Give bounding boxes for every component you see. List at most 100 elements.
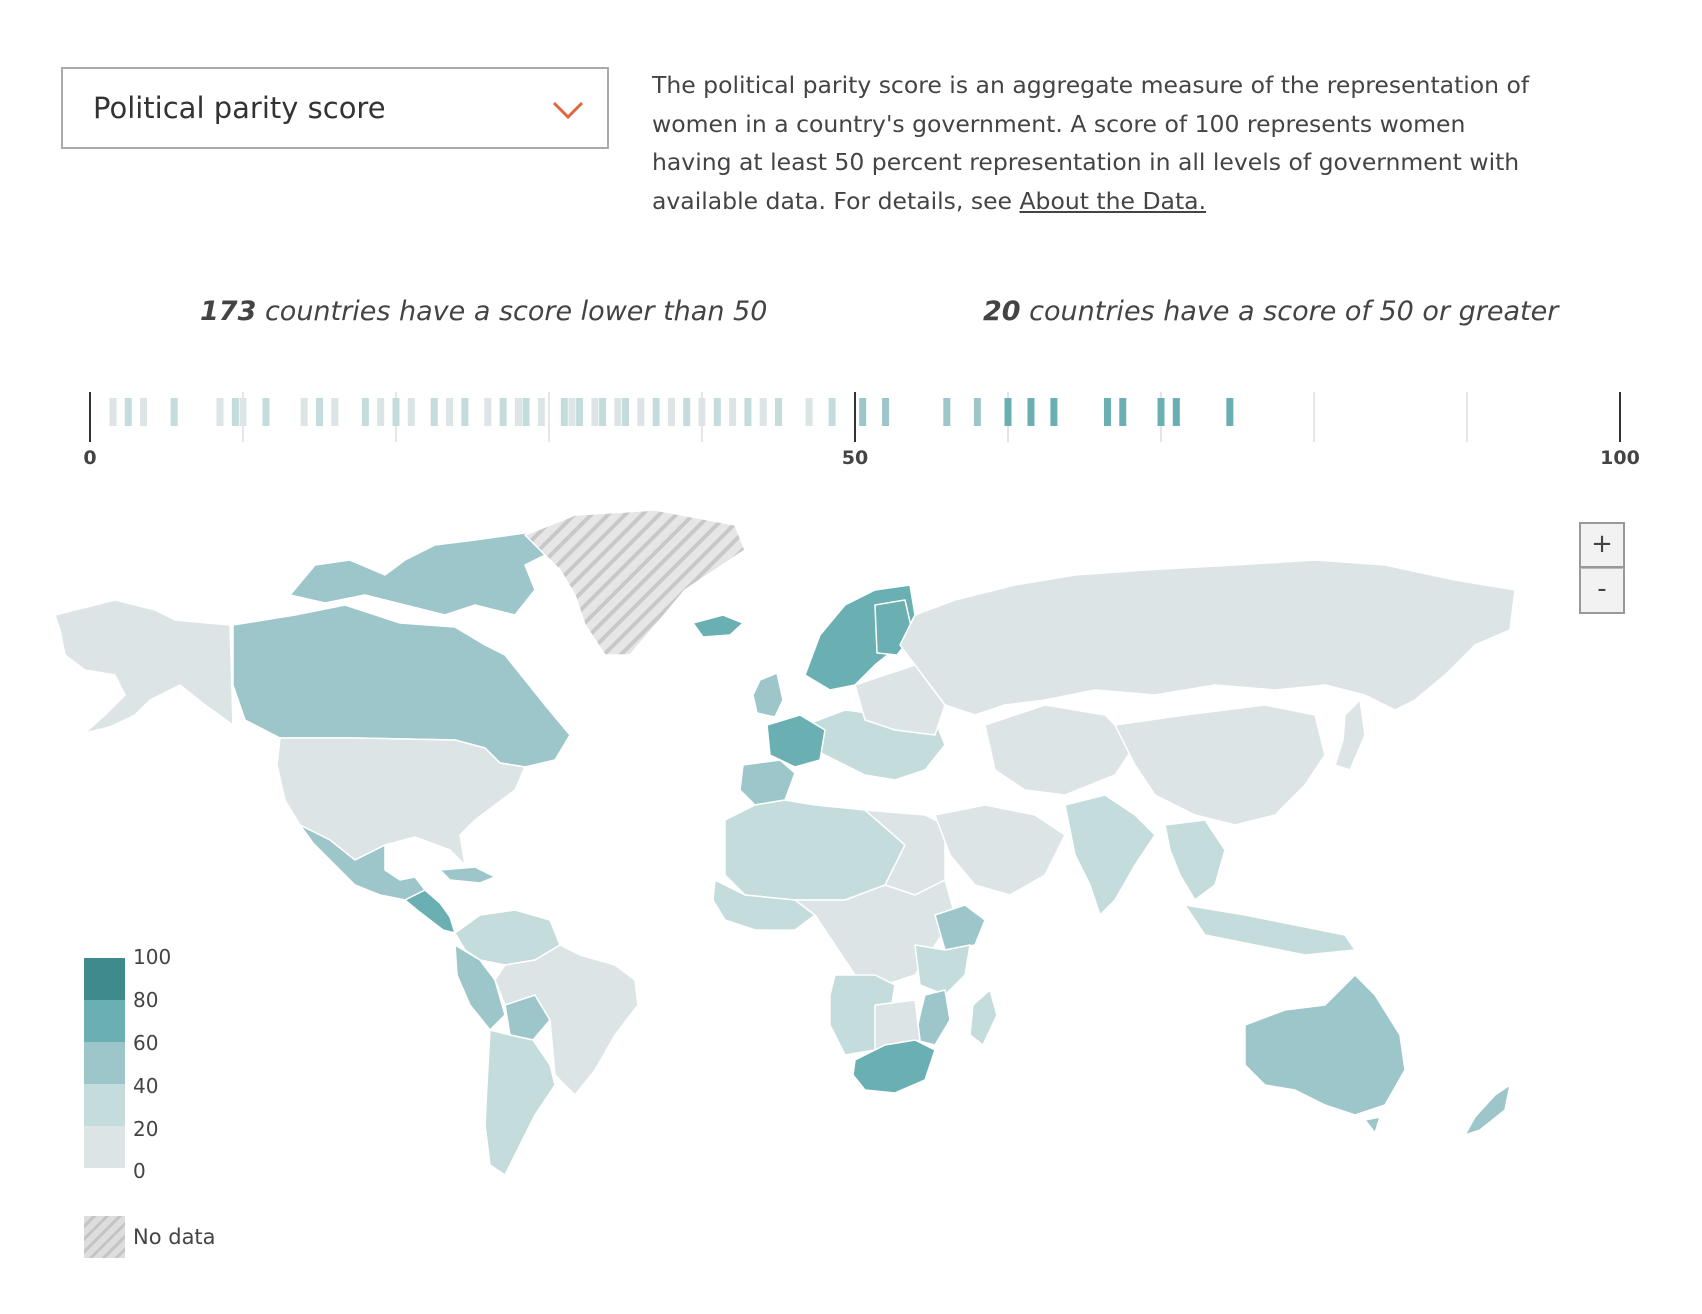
- score-mark: [882, 398, 890, 426]
- score-mark: [744, 398, 752, 426]
- summary-50-or-greater: 20 countries have a score of 50 or great…: [983, 296, 1558, 327]
- zoom-out-button[interactable]: -: [1579, 568, 1625, 614]
- country-uk-ireland[interactable]: [752, 672, 784, 718]
- count-below-50: 173: [200, 296, 257, 327]
- score-mark: [599, 398, 607, 426]
- country-tasmania[interactable]: [1364, 1116, 1381, 1134]
- country-southeast-asia[interactable]: [1164, 819, 1226, 901]
- chevron-down-icon: [552, 101, 584, 120]
- count-50-or-greater: 20: [983, 296, 1021, 327]
- country-brazil[interactable]: [494, 944, 639, 1096]
- score-mark: [231, 398, 239, 426]
- score-mark: [943, 398, 951, 426]
- score-mark: [537, 398, 545, 426]
- score-mark: [973, 398, 981, 426]
- country-japan[interactable]: [1334, 699, 1366, 771]
- score-mark: [331, 398, 339, 426]
- country-india[interactable]: [1064, 794, 1156, 916]
- score-mark: [1226, 398, 1234, 426]
- country-china[interactable]: [1114, 704, 1326, 826]
- summary-50-or-greater-text: countries have a score of 50 or greater: [1020, 296, 1559, 327]
- country-new-zealand[interactable]: [1464, 1084, 1511, 1136]
- score-mark: [775, 398, 782, 426]
- score-mark: [514, 398, 522, 426]
- score-mark: [1172, 398, 1180, 426]
- country-caribbean[interactable]: [439, 866, 496, 884]
- legend-swatch-40-60: [84, 1042, 125, 1084]
- score-mark: [1103, 398, 1111, 426]
- legend-label-0: 0: [133, 1159, 146, 1183]
- score-mark: [216, 398, 224, 426]
- legend-label-no-data: No data: [133, 1225, 216, 1249]
- country-russia[interactable]: [899, 559, 1516, 716]
- score-mark: [1157, 398, 1165, 426]
- score-mark: [1119, 398, 1127, 426]
- country-central-asia[interactable]: [984, 704, 1136, 796]
- country-alaska[interactable]: [55, 599, 234, 734]
- score-mark: [522, 398, 530, 426]
- country-usa[interactable]: [276, 737, 526, 866]
- country-middle-east[interactable]: [934, 804, 1066, 896]
- about-the-data-link[interactable]: About the Data.: [1019, 186, 1207, 215]
- country-west-africa[interactable]: [712, 879, 816, 931]
- score-mark: [140, 398, 148, 426]
- score-mark: [461, 398, 469, 426]
- dropdown-selected-value: Political parity score: [93, 91, 386, 125]
- score-mark: [430, 398, 438, 426]
- indicator-description: The political parity score is an aggrega…: [652, 66, 1552, 220]
- country-central-africa[interactable]: [794, 879, 956, 986]
- legend-swatch-no-data: [84, 1216, 125, 1258]
- score-mark: [859, 398, 867, 426]
- score-mark: [1050, 398, 1058, 426]
- score-mark: [361, 398, 369, 426]
- score-mark: [698, 398, 706, 426]
- country-australia[interactable]: [1244, 974, 1406, 1116]
- country-argentina-chile[interactable]: [484, 1029, 556, 1176]
- country-greenland[interactable]: [524, 509, 746, 656]
- summary-below-50-text: countries have a score lower than 50: [256, 296, 768, 327]
- score-mark: [1004, 398, 1012, 426]
- score-mark: [484, 398, 492, 426]
- country-peru-ecuador[interactable]: [454, 944, 506, 1031]
- zoom-in-button[interactable]: +: [1579, 522, 1625, 568]
- score-mark: [1027, 398, 1035, 426]
- legend-label-100: 100: [133, 945, 172, 969]
- country-central-america[interactable]: [404, 889, 456, 934]
- score-mark: [499, 398, 507, 426]
- score-mark: [446, 398, 454, 426]
- country-indonesia[interactable]: [1184, 904, 1356, 956]
- score-mark: [637, 398, 645, 426]
- strip-tick-label-0: 0: [83, 447, 96, 469]
- score-mark: [622, 398, 629, 426]
- legend-swatch-20-40: [84, 1084, 125, 1126]
- score-mark: [805, 398, 813, 426]
- score-mark: [729, 398, 737, 426]
- country-ethiopia[interactable]: [934, 904, 986, 951]
- score-distribution-strip: 0 50 100: [83, 392, 1640, 469]
- score-mark: [124, 398, 132, 426]
- score-mark: [560, 398, 568, 426]
- country-france[interactable]: [766, 714, 826, 768]
- country-east-africa[interactable]: [914, 944, 971, 996]
- score-mark: [262, 398, 270, 426]
- score-mark: [407, 398, 415, 426]
- legend-label-40: 40: [133, 1074, 159, 1098]
- country-iceland[interactable]: [692, 614, 744, 638]
- score-mark: [239, 398, 247, 426]
- indicator-dropdown[interactable]: Political parity score: [61, 67, 609, 149]
- score-mark: [576, 398, 584, 426]
- score-mark: [683, 398, 691, 426]
- country-south-africa[interactable]: [852, 1039, 936, 1094]
- score-mark: [614, 398, 622, 426]
- description-text: The political parity score is an aggrega…: [652, 71, 1530, 215]
- legend-swatch-80-100: [84, 958, 125, 1000]
- score-mark: [667, 398, 675, 426]
- score-mark: [759, 398, 767, 426]
- country-madagascar[interactable]: [969, 989, 998, 1046]
- legend-label-80: 80: [133, 988, 159, 1012]
- country-iberia[interactable]: [739, 759, 796, 806]
- score-mark: [652, 398, 660, 426]
- legend-swatch-0-20: [84, 1126, 125, 1168]
- country-mozambique[interactable]: [914, 989, 951, 1046]
- world-map[interactable]: [55, 505, 1655, 1285]
